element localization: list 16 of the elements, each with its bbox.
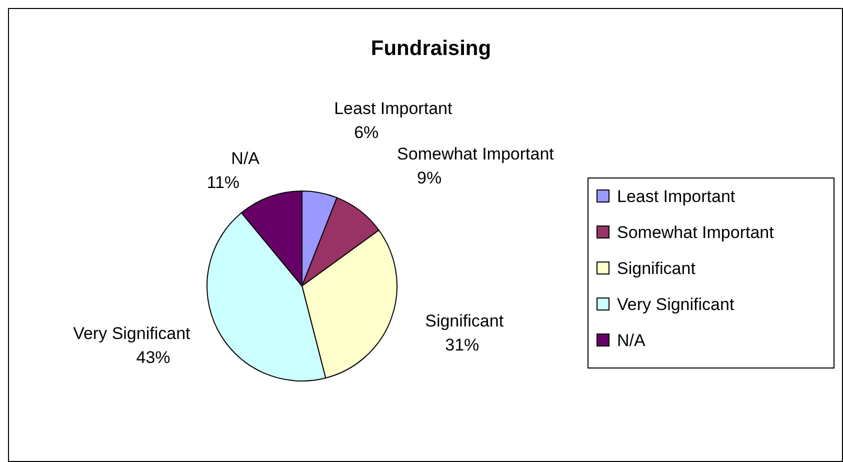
data-label: 31% <box>445 335 480 354</box>
legend-label: N/A <box>617 331 646 350</box>
slice-label: N/A <box>231 149 260 168</box>
legend-label: Significant <box>617 259 696 278</box>
data-label: 11% <box>206 173 240 192</box>
data-label: 6% <box>354 122 379 142</box>
legend-label: Very Significant <box>617 295 734 314</box>
data-label: 9% <box>417 168 442 188</box>
legend-label: Least Important <box>617 187 736 206</box>
data-label: 43% <box>136 348 170 367</box>
slice-label: Least Important <box>334 98 452 118</box>
legend-label: Somewhat Important <box>617 223 774 242</box>
chart-title: Fundraising <box>370 37 492 60</box>
slice-label: Somewhat Important <box>397 144 554 164</box>
slice-label: Significant <box>425 311 504 330</box>
slice-label: Very Significant <box>73 324 191 343</box>
